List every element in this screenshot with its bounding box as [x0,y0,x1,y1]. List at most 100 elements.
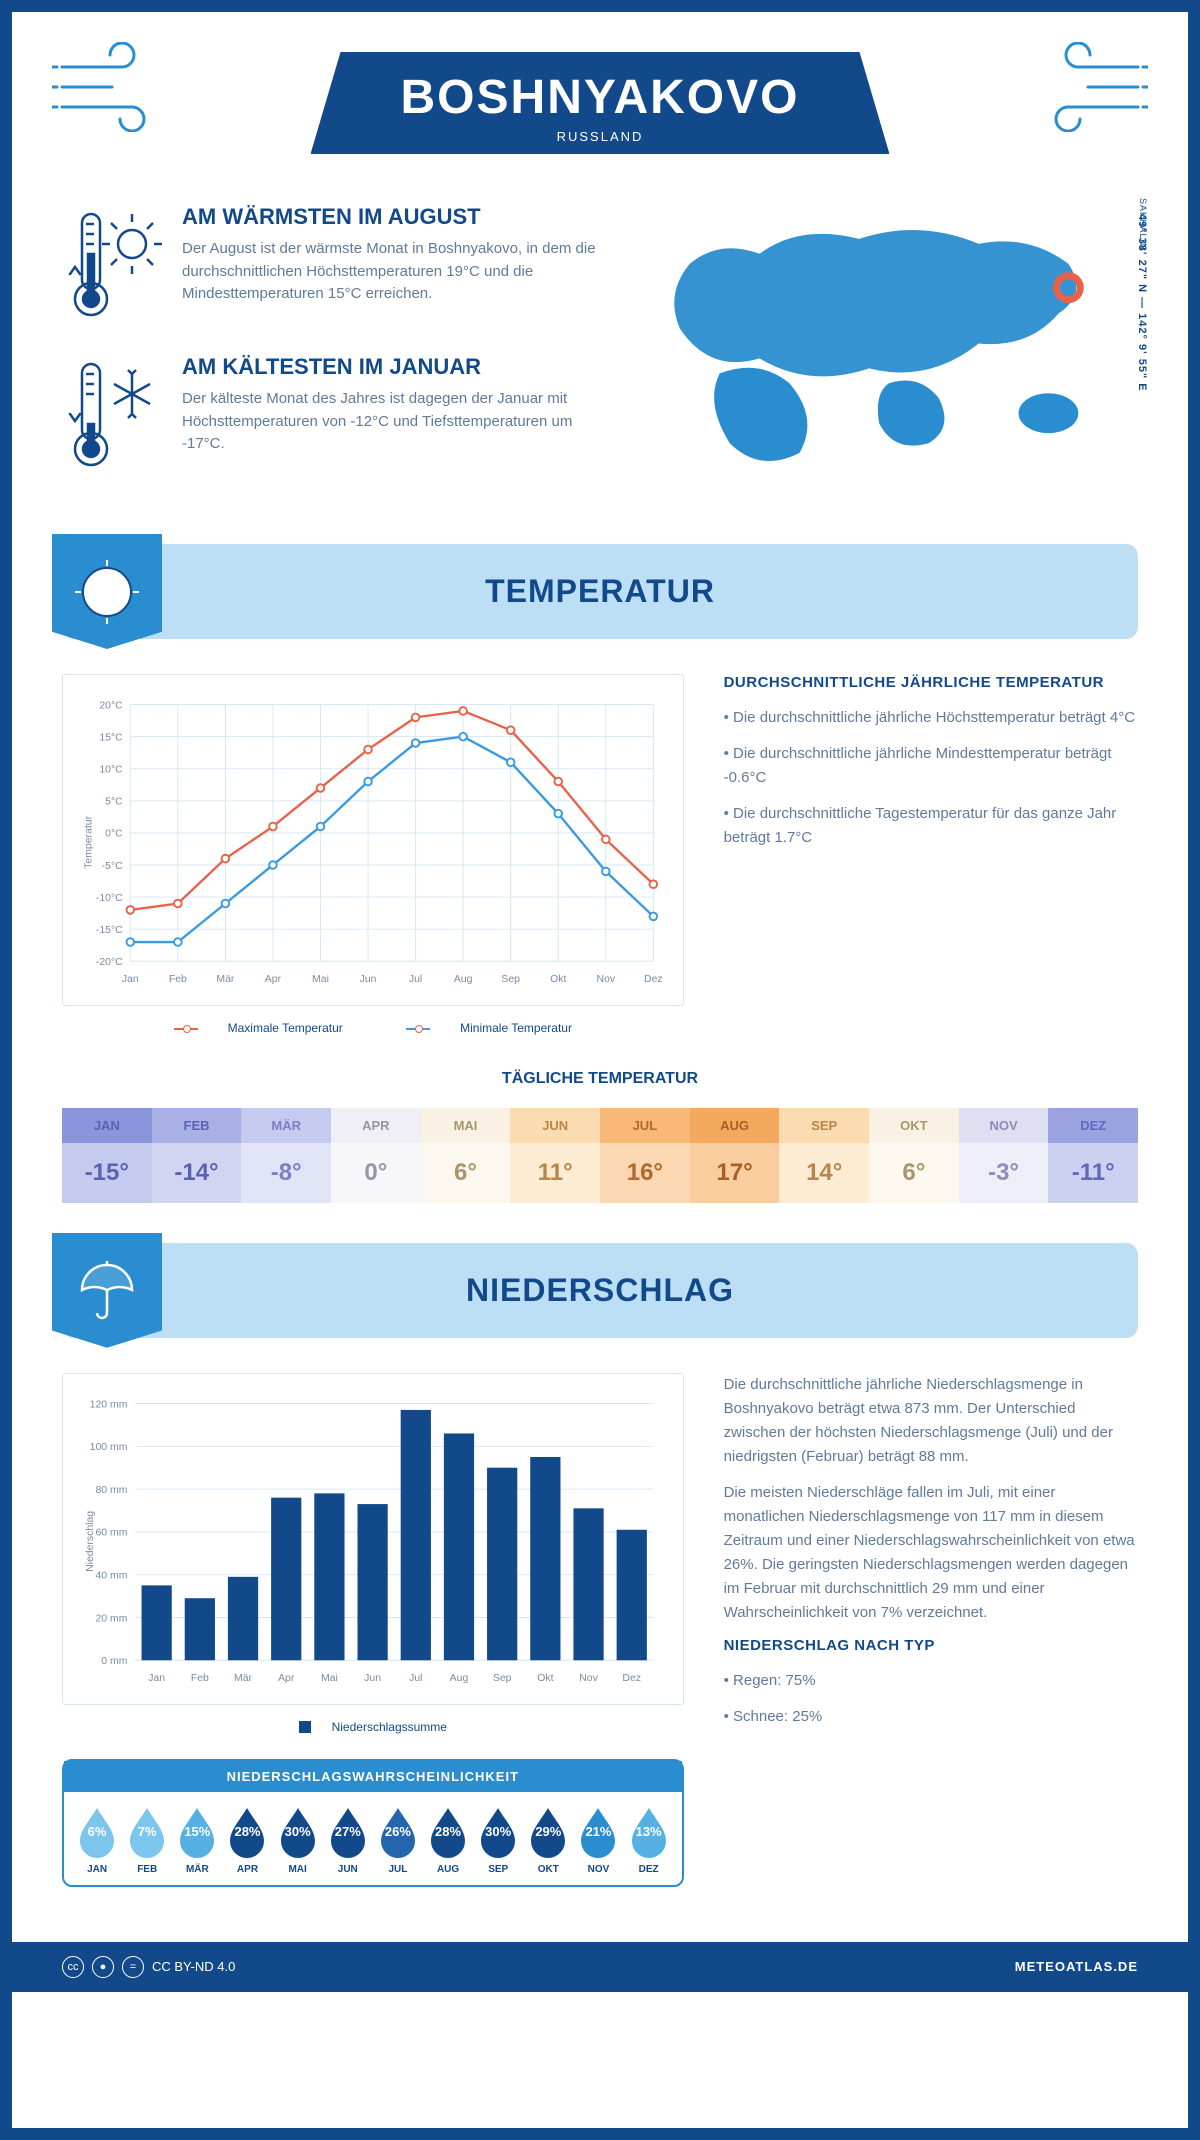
svg-text:15°C: 15°C [99,732,123,743]
svg-text:Jul: Jul [409,1673,422,1684]
license-text: CC BY-ND 4.0 [152,1959,235,1974]
precip-prob-cell: 7%FEB [122,1806,172,1875]
temp-bullet: • Die durchschnittliche jährliche Höchst… [724,706,1138,730]
by-icon: ● [92,1956,114,1978]
svg-text:Apr: Apr [265,974,282,985]
warmest-text: Der August ist der wärmste Monat in Bosh… [182,238,610,306]
daily-temp-cell: MÄR-8° [241,1108,331,1203]
temperature-header: TEMPERATUR [62,544,1138,639]
avg-temp-bullets: • Die durchschnittliche jährliche Höchst… [724,706,1138,850]
precip-prob-cell: 15%MÄR [172,1806,222,1875]
warmest-block: AM WÄRMSTEN IM AUGUST Der August ist der… [62,204,610,324]
svg-text:0 mm: 0 mm [101,1656,127,1667]
svg-text:Mai: Mai [312,974,329,985]
precip-type-title: NIEDERSCHLAG NACH TYP [724,1637,1138,1654]
header: BOSHNYAKOVO RUSSLAND [12,12,1188,174]
precip-prob-cell: 29%OKT [523,1806,573,1875]
daily-temp-cell: AUG17° [690,1108,780,1203]
svg-text:60 mm: 60 mm [95,1527,127,1538]
cc-icon: cc [62,1956,84,1978]
coldest-text: Der kälteste Monat des Jahres ist dagege… [182,388,610,456]
precip-title: NIEDERSCHLAG [466,1272,734,1309]
temp-legend: .lg-sw:nth-of-type(1)::after{border-colo… [62,1021,684,1035]
coordinates: 49° 38' 27" N — 142° 9' 55" E [1136,214,1148,392]
svg-text:Apr: Apr [278,1673,295,1684]
svg-text:40 mm: 40 mm [95,1570,127,1581]
svg-text:-15°C: -15°C [96,925,123,936]
world-map: SAKHALIN 49° 38' 27" N — 142° 9' 55" E [640,204,1138,504]
avg-temp-title: DURCHSCHNITTLICHE JÄHRLICHE TEMPERATUR [724,674,1138,691]
svg-text:Aug: Aug [454,974,473,985]
svg-text:Mai: Mai [321,1673,338,1684]
svg-text:20 mm: 20 mm [95,1613,127,1624]
svg-text:Feb: Feb [169,974,187,985]
precip-prob-cell: 30%SEP [473,1806,523,1875]
temp-bullet: • Die durchschnittliche jährliche Mindes… [724,742,1138,790]
svg-text:-5°C: -5°C [102,861,123,872]
daily-temp-cell: FEB-14° [152,1108,242,1203]
footer: cc ● = CC BY-ND 4.0 METEOATLAS.DE [12,1942,1188,1992]
svg-text:Okt: Okt [537,1673,553,1684]
svg-text:-10°C: -10°C [96,893,123,904]
daily-temp-cell: JUL16° [600,1108,690,1203]
svg-text:Niederschlag: Niederschlag [85,1511,96,1572]
page-title: BOSHNYAKOVO [401,70,800,125]
precip-type-bullet: • Schnee: 25% [724,1705,1138,1729]
temperature-title: TEMPERATUR [485,573,715,610]
daily-temp-cell: MAI6° [421,1108,511,1203]
svg-text:Aug: Aug [450,1673,469,1684]
svg-text:10°C: 10°C [99,765,123,776]
daily-temp-cell: APR0° [331,1108,421,1203]
svg-text:Jan: Jan [122,974,139,985]
svg-text:Dez: Dez [644,974,663,985]
svg-text:20°C: 20°C [99,700,123,711]
daily-temp-cell: SEP14° [779,1108,869,1203]
precip-prob-cell: 28%APR [222,1806,272,1875]
svg-text:Nov: Nov [579,1673,598,1684]
precip-prob-panel: NIEDERSCHLAGSWAHRSCHEINLICHKEIT 6%JAN7%F… [62,1759,684,1887]
thermometer-snow-icon [62,354,162,474]
svg-text:Jun: Jun [360,974,377,985]
title-banner: BOSHNYAKOVO RUSSLAND [311,52,890,154]
nd-icon: = [122,1956,144,1978]
precip-prob-cell: 26%JUL [373,1806,423,1875]
precip-header: NIEDERSCHLAG [62,1243,1138,1338]
daily-temp-cell: JUN11° [510,1108,600,1203]
coldest-block: AM KÄLTESTEN IM JANUAR Der kälteste Mona… [62,354,610,474]
precip-para2: Die meisten Niederschläge fallen im Juli… [724,1481,1138,1625]
precip-prob-title: NIEDERSCHLAGSWAHRSCHEINLICHKEIT [64,1761,682,1792]
svg-text:-20°C: -20°C [96,957,123,968]
svg-text:Nov: Nov [596,974,615,985]
svg-text:Sep: Sep [501,974,520,985]
temp-bullet: • Die durchschnittliche Tagestemperatur … [724,802,1138,850]
temperature-chart: -20°C -15°C -10°C -5°C 0°C 5°C 10°C 15°C 20°C Jan… [62,674,684,1006]
svg-text:120 mm: 120 mm [90,1399,128,1410]
svg-text:5°C: 5°C [105,797,123,808]
precip-para1: Die durchschnittliche jährliche Niedersc… [724,1373,1138,1469]
precip-type-bullet: • Regen: 75% [724,1669,1138,1693]
daily-temp-cell: OKT6° [869,1108,959,1203]
svg-text:0°C: 0°C [105,829,123,840]
svg-text:Jul: Jul [409,974,422,985]
daily-temp-cell: JAN-15° [62,1108,152,1203]
svg-text:80 mm: 80 mm [95,1485,127,1496]
thermometer-sun-icon [62,204,162,324]
svg-text:Jun: Jun [364,1673,381,1684]
daily-temp-cell: DEZ-11° [1048,1108,1138,1203]
svg-text:100 mm: 100 mm [90,1442,128,1453]
svg-text:Mär: Mär [216,974,235,985]
precip-chart: 0 mm 20 mm 40 mm 60 mm 80 mm 100 mm 120 mm Jan F… [62,1373,684,1705]
wind-icon-right [1008,42,1148,132]
precip-prob-cell: 28%AUG [423,1806,473,1875]
page-subtitle: RUSSLAND [401,129,800,144]
precip-prob-cell: 21%NOV [573,1806,623,1875]
precip-prob-cell: 30%MAI [273,1806,323,1875]
sun-icon [52,534,162,649]
daily-temp-cell: NOV-3° [959,1108,1049,1203]
svg-text:Temperatur: Temperatur [83,815,94,868]
svg-text:Jan: Jan [148,1673,165,1684]
svg-text:Dez: Dez [622,1673,641,1684]
svg-text:Feb: Feb [191,1673,209,1684]
precip-prob-cell: 27%JUN [323,1806,373,1875]
precip-legend: Niederschlagssumme [62,1720,684,1734]
